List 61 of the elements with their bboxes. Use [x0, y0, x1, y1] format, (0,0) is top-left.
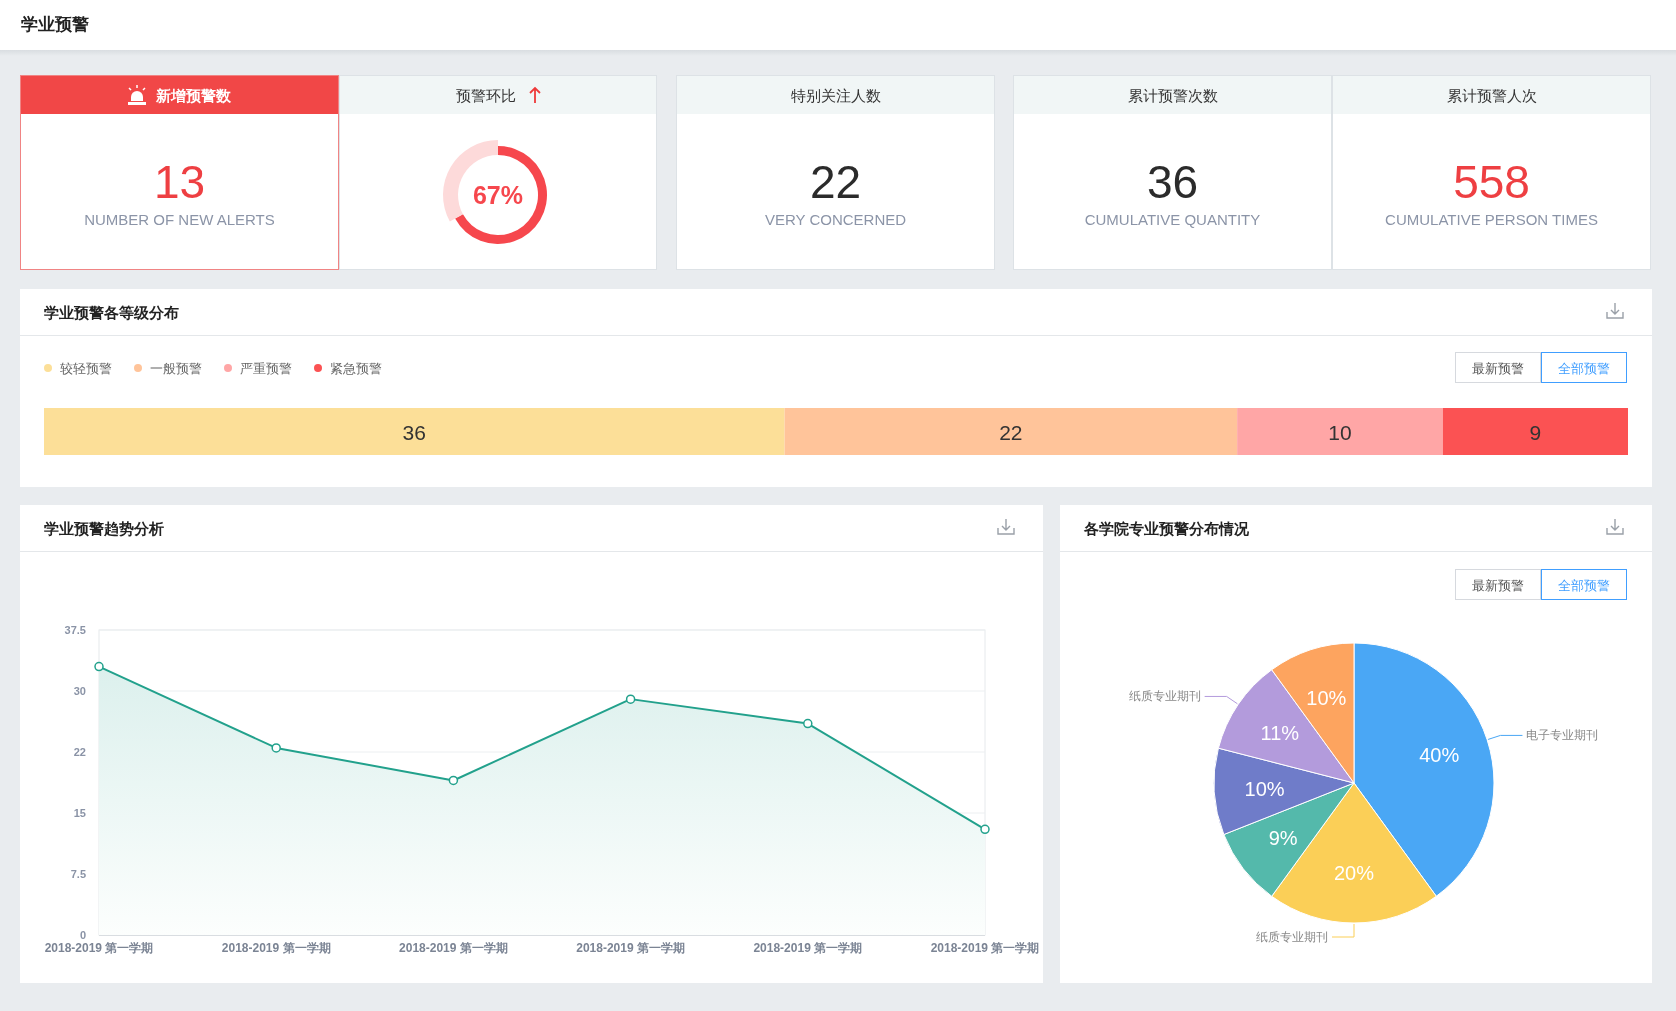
- x-tick-label: 2018-2019 第一学期: [576, 941, 685, 955]
- y-tick-label: 0: [79, 929, 86, 941]
- x-tick-label: 2018-2019 第一学期: [44, 941, 154, 955]
- x-tick-label: 2018-2019 第一学期: [930, 941, 1040, 955]
- point: [803, 718, 813, 729]
- x-tick-label: 2018-2019 第一学期: [399, 941, 508, 955]
- text: 新增预警数: [155, 87, 232, 104]
- text: VERY CONCERNED: [764, 211, 907, 228]
- data-label: 22: [999, 420, 1023, 444]
- text: 累计预警次数: [1127, 87, 1218, 104]
- point: [980, 824, 990, 835]
- text: 最新预警: [1472, 360, 1524, 376]
- legend-label: 紧急预警: [330, 361, 382, 376]
- y-tick-label: 22: [73, 746, 86, 758]
- data-label: 10%: [1306, 686, 1347, 709]
- point: [448, 775, 459, 786]
- text: 最新预警: [1472, 577, 1524, 593]
- slice-label: 电子专业期刊: [1526, 728, 1599, 743]
- x-tick-label: 2018-2019 第一学期: [753, 941, 863, 955]
- y-tick-label: 7.5: [70, 868, 86, 880]
- text: 36: [1146, 156, 1199, 208]
- legend-label: 一般预警: [150, 361, 202, 376]
- data-label: 40%: [1419, 744, 1460, 767]
- text: 全部预警: [1558, 577, 1610, 593]
- text: 学业预警: [21, 15, 89, 34]
- chart-title: 学业预警趋势分析: [44, 520, 164, 537]
- data-label: 11%: [1260, 721, 1300, 744]
- text: NUMBER OF NEW ALERTS: [84, 211, 275, 228]
- chart-title: 学业预警各等级分布: [44, 304, 179, 321]
- bar: [784, 408, 1238, 455]
- text: 22: [809, 156, 862, 208]
- bar: [1442, 408, 1628, 455]
- text: 13: [153, 156, 206, 208]
- text: 558: [1453, 156, 1530, 208]
- chart-title: 各学院专业预警分布情况: [1083, 520, 1250, 537]
- data-label: 10%: [1244, 777, 1285, 800]
- y-tick-label: 37.5: [64, 624, 86, 636]
- y-tick-label: 15: [73, 807, 86, 819]
- x-tick-label: 2018-2019 第一学期: [221, 941, 331, 955]
- bar: [44, 408, 785, 455]
- point: [271, 743, 281, 753]
- data-label: 67%: [472, 181, 524, 209]
- data-label: 9%: [1268, 826, 1298, 849]
- slice-label: 纸质专业期刊: [1256, 930, 1328, 944]
- bar: [1237, 408, 1443, 455]
- data-label: 10: [1328, 420, 1352, 444]
- point: [625, 694, 636, 704]
- text: CUMULATIVE PERSON TIMES: [1385, 211, 1598, 228]
- legend-label: 严重预警: [240, 361, 292, 376]
- text: 全部预警: [1558, 360, 1610, 376]
- y-tick-label: 30: [73, 685, 86, 697]
- text: 特别关注人数: [790, 87, 881, 104]
- chart-title: 预警环比: [456, 87, 516, 104]
- slice-label: 纸质专业期刊: [1128, 689, 1201, 704]
- data-label: 9: [1529, 420, 1542, 444]
- text: CUMULATIVE QUANTITY: [1084, 211, 1261, 228]
- legend-label: 较轻预警: [60, 361, 112, 376]
- text: 累计预警人次: [1446, 87, 1537, 104]
- point: [94, 661, 104, 672]
- data-label: 36: [402, 420, 426, 444]
- data-label: 20%: [1333, 861, 1375, 884]
